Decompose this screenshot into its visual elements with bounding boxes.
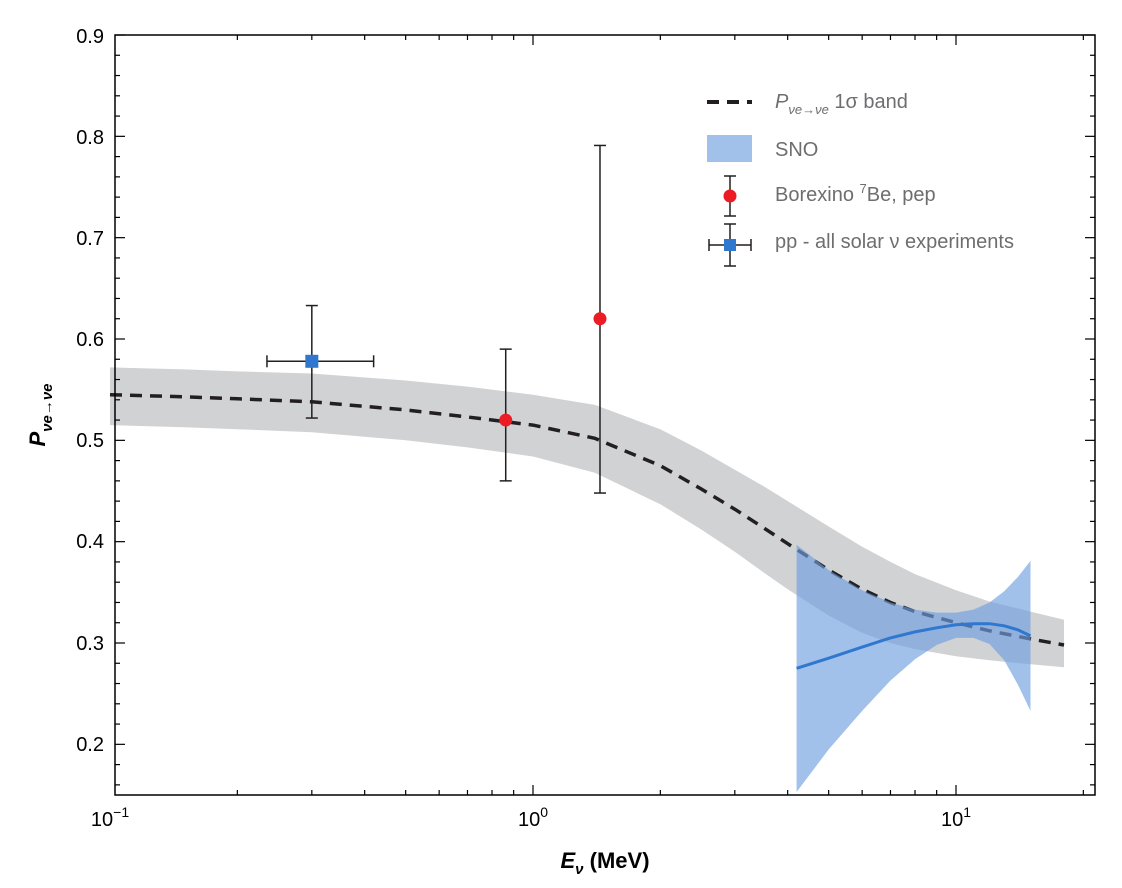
data-point-be7	[499, 348, 513, 482]
sno-band-area	[796, 544, 1031, 792]
legend-sno-swatch	[707, 135, 752, 162]
x-tick-label: 10−1	[91, 804, 129, 831]
x-tick-label: 101	[941, 804, 971, 831]
data-point-pep	[593, 144, 607, 494]
y-tick-label: 0.6	[76, 329, 104, 351]
y-tick-label: 0.2	[76, 734, 104, 756]
legend-pp-label: pp - all solar ν experiments	[775, 231, 1014, 253]
y-tick-label: 0.8	[76, 127, 104, 149]
y-tick-label: 0.9	[76, 26, 104, 48]
marker-square	[305, 354, 319, 368]
data-point-pp	[266, 304, 375, 419]
legend-borexino-label: Borexino 7Be, pep	[775, 181, 936, 206]
legend-band-label: Pνe→νe 1σ band	[775, 91, 908, 117]
x-tick-label: 100	[518, 804, 548, 831]
y-tick-label: 0.5	[76, 430, 104, 452]
y-tick-labels: 0.2 0.3 0.4 0.5 0.6 0.7 0.8 0.9	[76, 26, 104, 756]
y-tick-label: 0.7	[76, 228, 104, 250]
x-axis-title: Eν (MeV)	[560, 848, 649, 878]
sno-curve	[796, 622, 1032, 670]
ticks-layer	[115, 34, 1095, 795]
points-layer	[266, 144, 607, 494]
y-tick-label: 0.3	[76, 633, 104, 655]
sno-layer	[796, 544, 1032, 792]
legend: Pνe→νe 1σ band SNO Borexino 7Be, pep pp …	[707, 91, 1014, 267]
legend-pp-swatch	[708, 223, 752, 267]
marker-circle	[593, 312, 607, 326]
plot-area	[109, 144, 1065, 792]
x-tick-labels: 10−1 100 101	[91, 804, 971, 831]
legend-sno-label: SNO	[775, 139, 818, 161]
y-axis-title: Pνe→νe	[25, 383, 56, 446]
plot-frame	[114, 34, 1096, 796]
marker-circle	[499, 413, 513, 427]
y-tick-label: 0.4	[76, 531, 104, 553]
legend-borexino-swatch	[723, 175, 737, 217]
